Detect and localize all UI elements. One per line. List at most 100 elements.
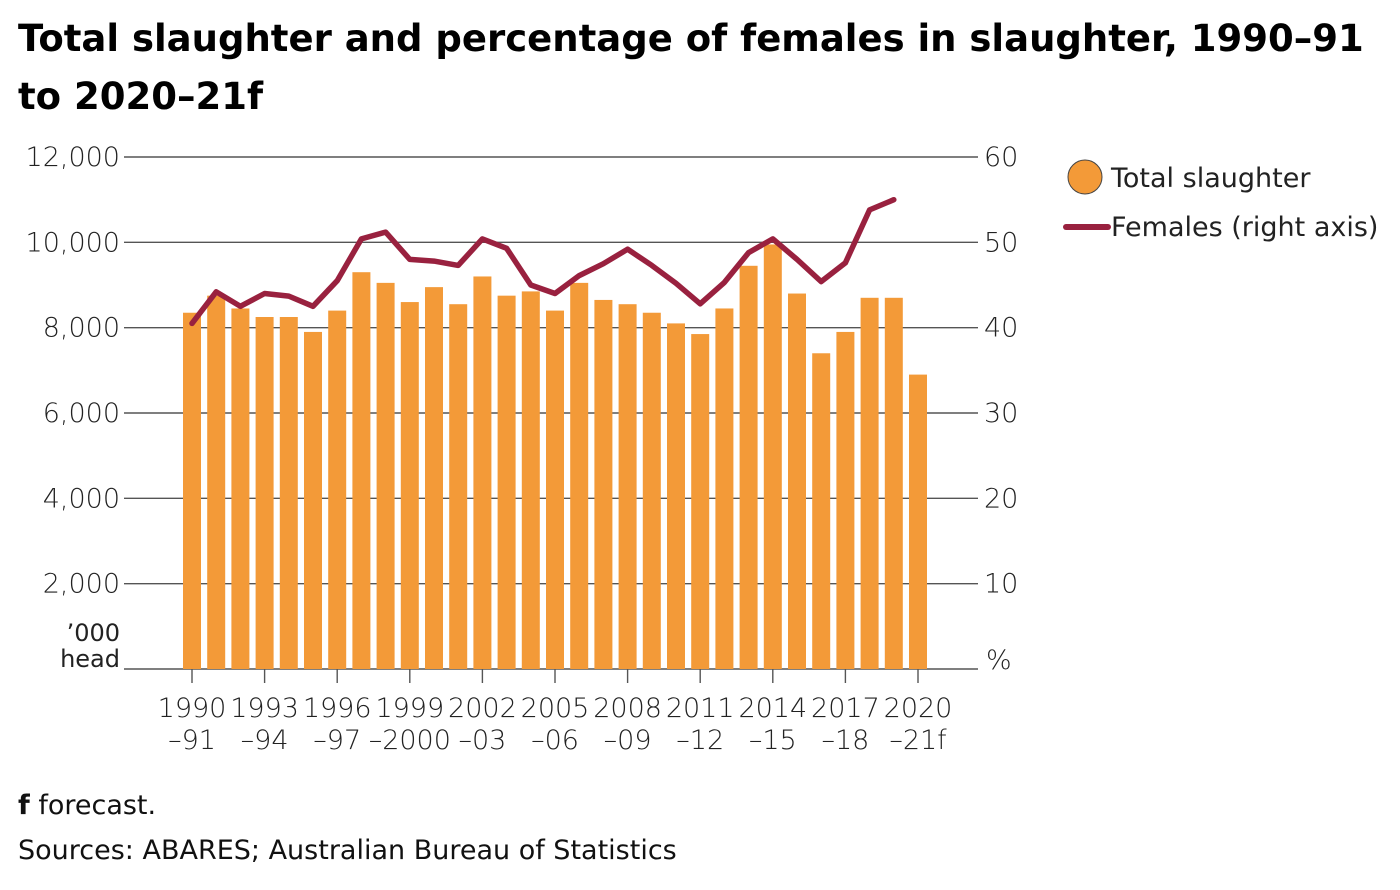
y-left-tick-label: 2,000 xyxy=(43,569,120,600)
chart-title: Total slaughter and percentage of female… xyxy=(18,17,1364,118)
bar xyxy=(400,302,419,669)
y-right-tick-label: 30 xyxy=(984,398,1018,429)
footnote-text: forecast. xyxy=(29,790,157,821)
line-point xyxy=(384,230,388,234)
y-left-unit-line2: head xyxy=(60,645,120,673)
line-point xyxy=(311,304,315,308)
x-tick-label-year: 2020 xyxy=(884,693,953,724)
bar xyxy=(376,282,395,669)
footnote-marker: f xyxy=(18,790,30,821)
bar xyxy=(183,312,201,669)
x-tick-label-year: 1990 xyxy=(158,693,227,724)
line-point xyxy=(359,237,363,241)
x-tick-label-suffix: –15 xyxy=(749,725,797,756)
x-tick-label-year: 2002 xyxy=(448,693,517,724)
bar xyxy=(594,299,613,669)
x-tick-label-year: 2014 xyxy=(738,693,807,724)
line-point xyxy=(819,280,823,284)
x-tick-label-suffix: –91 xyxy=(168,725,216,756)
y-left-tick-label: 8,000 xyxy=(43,313,120,344)
bar xyxy=(909,374,927,669)
bar xyxy=(788,293,806,669)
y-right-tick-label: 20 xyxy=(984,483,1018,514)
y-right-tick-label: 10 xyxy=(984,569,1018,600)
bar xyxy=(255,317,274,669)
line-point xyxy=(335,279,339,283)
line-point xyxy=(771,237,775,241)
bar xyxy=(425,287,443,669)
bar xyxy=(279,317,298,669)
x-tick-label-suffix: –97 xyxy=(313,725,361,756)
x-tick-label-year: 1999 xyxy=(375,693,444,724)
bar xyxy=(715,308,734,669)
y-right-unit: % xyxy=(986,645,1012,676)
bar xyxy=(473,276,492,669)
bar xyxy=(739,265,758,669)
series-line-females xyxy=(189,196,897,327)
x-tick-label-year: 2005 xyxy=(521,693,590,724)
y-left-tick-label: 10,000 xyxy=(26,227,120,258)
line-point xyxy=(238,304,242,308)
line-point xyxy=(650,263,654,267)
y-right-tick-label: 40 xyxy=(984,313,1018,344)
bar xyxy=(328,310,347,669)
bar xyxy=(763,244,782,669)
bar xyxy=(570,282,589,669)
x-tick-label-year: 1993 xyxy=(230,693,299,724)
bar xyxy=(449,304,468,669)
bar xyxy=(304,331,322,669)
legend: Total slaughter Females (right axis) xyxy=(1063,159,1378,243)
bars-total-slaughter xyxy=(183,244,927,669)
y-right-tick-label: 50 xyxy=(984,227,1018,258)
line-point xyxy=(843,261,847,265)
line-females xyxy=(189,196,897,327)
bar xyxy=(812,353,831,669)
line-point xyxy=(480,237,484,241)
x-tick-label-suffix: –2000 xyxy=(369,725,451,756)
bar xyxy=(836,331,855,669)
line-point xyxy=(529,283,533,287)
y-left-unit-line1: ’000 xyxy=(67,619,120,647)
line-point xyxy=(892,198,896,202)
bar xyxy=(546,310,564,669)
line-point xyxy=(456,263,460,267)
x-tick-label-year: 2017 xyxy=(811,693,880,724)
footnote: f forecast. xyxy=(18,790,156,821)
bar xyxy=(231,308,250,669)
x-tick-label-suffix: –06 xyxy=(531,725,579,756)
x-tick-label-suffix: –12 xyxy=(676,725,724,756)
source-note: Sources: ABARES; Australian Bureau of St… xyxy=(18,835,677,866)
bar xyxy=(884,297,903,669)
x-tick-label-suffix: –03 xyxy=(458,725,506,756)
bar xyxy=(860,297,879,669)
line-point xyxy=(626,247,630,251)
line-point xyxy=(601,262,605,266)
x-tick-label-suffix: –18 xyxy=(821,725,869,756)
x-tick-label-suffix: –09 xyxy=(604,725,652,756)
y-left-tick-label: 4,000 xyxy=(43,483,120,514)
legend-swatch-bars xyxy=(1067,159,1103,195)
bar xyxy=(642,312,661,669)
x-tick-label-year: 2011 xyxy=(666,693,735,724)
x-tick-label-year: 1996 xyxy=(303,693,372,724)
bar xyxy=(618,304,637,669)
line-point xyxy=(747,251,751,255)
legend-label-total-slaughter: Total slaughter xyxy=(1110,163,1311,194)
y-axis-left: 12,000 10,000 8,000 6,000 4,000 2,000 xyxy=(26,142,120,600)
bar xyxy=(207,295,226,669)
line-point xyxy=(698,302,702,306)
line-point xyxy=(263,292,267,296)
x-tick-label-suffix: –21f xyxy=(889,725,947,756)
bar xyxy=(691,334,710,669)
bar xyxy=(667,323,685,669)
x-tick-label-suffix: –94 xyxy=(241,725,289,756)
y-axis-right: 60 50 40 30 20 10 xyxy=(984,142,1018,600)
y-left-tick-label: 12,000 xyxy=(26,142,120,173)
line-point xyxy=(674,281,678,285)
line-point xyxy=(577,274,581,278)
line-point xyxy=(408,257,412,261)
line-point xyxy=(795,257,799,261)
